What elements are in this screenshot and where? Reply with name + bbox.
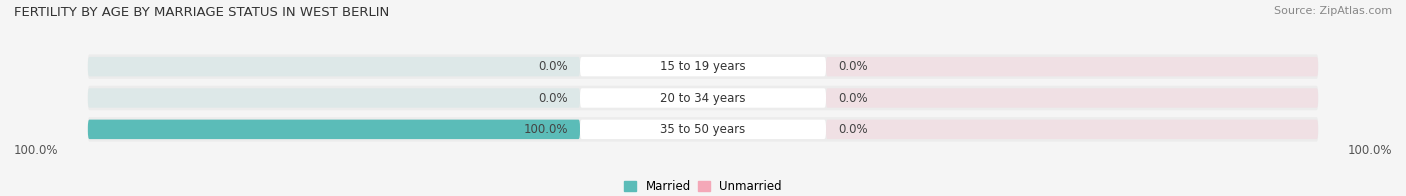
FancyBboxPatch shape xyxy=(87,86,1319,110)
Text: 100.0%: 100.0% xyxy=(14,144,59,157)
Legend: Married, Unmarried: Married, Unmarried xyxy=(624,180,782,193)
Text: 20 to 34 years: 20 to 34 years xyxy=(661,92,745,104)
Text: 0.0%: 0.0% xyxy=(838,60,868,73)
Text: 100.0%: 100.0% xyxy=(523,123,568,136)
FancyBboxPatch shape xyxy=(581,88,827,108)
Text: 0.0%: 0.0% xyxy=(538,92,568,104)
FancyBboxPatch shape xyxy=(87,120,581,139)
FancyBboxPatch shape xyxy=(87,120,581,139)
FancyBboxPatch shape xyxy=(827,57,1319,76)
FancyBboxPatch shape xyxy=(581,120,827,139)
FancyBboxPatch shape xyxy=(581,57,827,76)
Text: FERTILITY BY AGE BY MARRIAGE STATUS IN WEST BERLIN: FERTILITY BY AGE BY MARRIAGE STATUS IN W… xyxy=(14,6,389,19)
FancyBboxPatch shape xyxy=(87,117,1319,142)
Text: 0.0%: 0.0% xyxy=(538,60,568,73)
FancyBboxPatch shape xyxy=(827,88,1319,108)
Text: 35 to 50 years: 35 to 50 years xyxy=(661,123,745,136)
FancyBboxPatch shape xyxy=(827,120,1319,139)
Text: 15 to 19 years: 15 to 19 years xyxy=(661,60,745,73)
Text: Source: ZipAtlas.com: Source: ZipAtlas.com xyxy=(1274,6,1392,16)
FancyBboxPatch shape xyxy=(87,54,1319,79)
Text: 100.0%: 100.0% xyxy=(1347,144,1392,157)
FancyBboxPatch shape xyxy=(87,57,581,76)
FancyBboxPatch shape xyxy=(87,88,581,108)
Text: 0.0%: 0.0% xyxy=(838,92,868,104)
Text: 0.0%: 0.0% xyxy=(838,123,868,136)
